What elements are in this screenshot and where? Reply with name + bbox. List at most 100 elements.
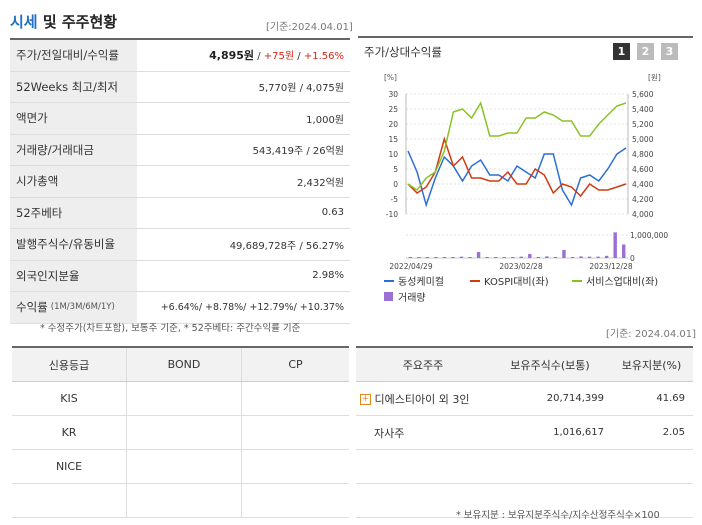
table-row: + 디에스티아이 외 3인 20,714,399 41.69 [356, 381, 693, 416]
volume-bar [459, 256, 464, 258]
volume-bar [434, 257, 438, 258]
chart-page-3[interactable]: 3 [661, 43, 678, 60]
holder-table: 주요주주 보유주식수(보통) 보유지분(%) + 디에스티아이 외 3인 20,… [356, 346, 693, 518]
beta-row: 52주베타 0.63 [10, 197, 350, 229]
left-tick-label: 25 [388, 105, 398, 114]
volume-bar [476, 252, 481, 258]
volume-bar [417, 257, 421, 258]
volume-bar [622, 244, 626, 258]
holder-header-row: 주요주주 보유주식수(보통) 보유지분(%) [356, 346, 693, 382]
credit-table: 신용등급 BOND CP KIS KR NICE [12, 346, 349, 518]
volume-bar [511, 257, 515, 258]
chart-page-2[interactable]: 2 [637, 43, 654, 60]
left-axis-unit: [%] [384, 73, 397, 82]
volume-value: 543,419주 / 26억원 [252, 146, 344, 158]
volume-bar [442, 257, 447, 258]
title-rest: 및 주주현황 [37, 13, 118, 31]
volume-label: 거래량/거래대금 [10, 134, 137, 165]
shares-row: 발행주식수/유동비율 49,689,728주 / 56.27% [10, 229, 350, 261]
chart-page-1[interactable]: 1 [613, 43, 630, 60]
volume-bar [596, 256, 600, 258]
table-row: KR [12, 415, 349, 450]
right-tick-label: 4,000 [632, 210, 654, 219]
volume-bar [553, 256, 558, 258]
cp-cell [241, 483, 349, 518]
volume-bars [408, 232, 626, 258]
holder-name: 자사주 [356, 415, 490, 450]
volume-bar [562, 249, 566, 258]
shares-header: 보유주식수(보통) [490, 346, 610, 382]
note-holding: * 보유지분 : 보유지분주식수/지수산정주식수×100 [456, 510, 660, 521]
left-tick-label: 10 [388, 150, 398, 159]
chart-legend: 동성케미컬 KOSPI대비(좌) 서비스업대비(좌) 거래량 [384, 275, 658, 304]
x-tick-label: 2022/04/29 [389, 262, 432, 271]
table-row: KIS [12, 381, 349, 416]
volume-bar [528, 253, 532, 258]
table-row: NICE [12, 449, 349, 484]
table-row: 자사주 1,016,617 2.05 [356, 415, 693, 450]
volume-bar [579, 256, 583, 258]
holder-header: 주요주주 [356, 346, 490, 382]
basis-date: [기준:2024.04.01] [266, 22, 353, 33]
foreign-value: 2.98% [312, 270, 344, 282]
volume-tick-label: 1,000,000 [630, 231, 668, 240]
pct-header: 보유지분(%) [610, 346, 693, 382]
mcap-row: 시가총액 2,432억원 [10, 166, 350, 198]
return-row: 수익률 (1M/3M/6M/1Y) +6.64%/ +8.78%/ +12.79%… [10, 292, 350, 324]
legend-label: 동성케미컬 [398, 275, 444, 288]
x-tick-label: 2023/12/28 [589, 262, 632, 271]
credit-header-row: 신용등급 BOND CP [12, 346, 349, 382]
shares-label: 발행주식수/유동비율 [10, 229, 137, 260]
volume-bar [485, 257, 489, 258]
right-tick-label: 4,800 [632, 150, 654, 159]
right-tick-label: 5,200 [632, 120, 654, 129]
left-tick-label: 15 [388, 135, 398, 144]
volume-row: 거래량/거래대금 543,419주 / 26억원 [10, 134, 350, 166]
beta-label: 52주베타 [10, 197, 137, 228]
basis-date-2: [기준: 2024.04.01] [606, 329, 697, 340]
bond-cell [126, 381, 242, 416]
face-row: 액면가 1,000원 [10, 103, 350, 135]
foreign-label: 외국인지분율 [10, 260, 137, 291]
note-adjusted-price: * 수정주가(차트포함), 보통주 기준, * 52주베타: 주간수익률 기준 [40, 323, 301, 334]
foreign-row: 외국인지분율 2.98% [10, 260, 350, 292]
left-tick-label: 0 [393, 180, 398, 189]
volume-bar [519, 256, 523, 258]
price-row: 주가/전일대비/수익률 4,895원 / +75원 / +1.56% [10, 40, 350, 72]
change-pct: +1.56% [303, 51, 344, 63]
mcap-label: 시가총액 [10, 166, 137, 197]
holder-name: 디에스티아이 외 3인 [374, 392, 470, 406]
price: 4,895원 [209, 49, 255, 63]
volume-bar [604, 255, 609, 258]
quote-table: 주가/전일대비/수익률 4,895원 / +75원 / +1.56% 52Wee… [10, 38, 350, 324]
volume-bar [502, 257, 506, 258]
legend-label: KOSPI대비(좌) [484, 276, 549, 288]
credit-header: 신용등급 [12, 346, 127, 382]
page-title: 시세 및 주주현황 [10, 11, 117, 32]
left-tick-label: 20 [388, 120, 398, 129]
price-value: 4,895원 / +75원 / +1.56% [209, 49, 344, 63]
chart-grid [405, 93, 629, 259]
expand-icon[interactable]: + [360, 394, 371, 405]
bond-header: BOND [126, 346, 242, 382]
left-tick-label: -5 [391, 195, 399, 204]
shares-value: 49,689,728주 / 56.27% [229, 240, 344, 252]
holder-name-cell: + 디에스티아이 외 3인 [356, 381, 490, 416]
face-value: 1,000원 [306, 114, 344, 126]
cp-header: CP [241, 346, 349, 382]
volume-bar [587, 256, 592, 258]
agency-cell: KR [12, 415, 127, 450]
right-tick-label: 5,000 [632, 135, 654, 144]
chart-title: 주가/상대수익률 [364, 45, 442, 59]
face-label: 액면가 [10, 103, 137, 134]
bond-cell [126, 415, 242, 450]
title-accent: 시세 [10, 13, 38, 31]
right-axis-unit: [원] [648, 73, 661, 82]
beta-value: 0.63 [321, 207, 344, 219]
volume-bar [408, 257, 412, 258]
volume-bar [570, 257, 575, 258]
return-period: (1M/3M/6M/1Y) [50, 302, 115, 313]
table-row [12, 483, 349, 518]
table-row [356, 449, 693, 484]
x-ticks: 2022/04/29 2023/02/28 2023/12/28 [389, 262, 632, 271]
